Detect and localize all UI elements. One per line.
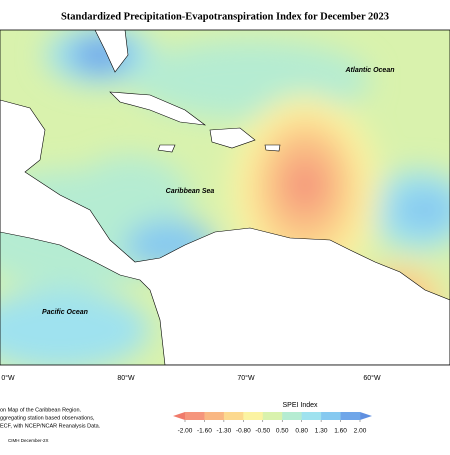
legend-swatch <box>185 412 205 420</box>
map <box>0 30 450 365</box>
ocean-label: Caribbean Sea <box>166 188 215 195</box>
ocean-label: Atlantic Ocean <box>344 67 394 74</box>
title: Standardized Precipitation-Evapotranspir… <box>61 11 389 22</box>
legend-swatch <box>301 412 322 420</box>
legend-swatch <box>282 412 302 420</box>
note-line: ggregating station based observations, <box>0 415 95 421</box>
ocean-label: Pacific Ocean <box>42 309 88 316</box>
legend-tick-label: 2.00 <box>354 428 367 435</box>
legend-swatch <box>262 412 283 420</box>
legend-tick-label: -1.60 <box>197 428 212 435</box>
legend-tick-label: -0.80 <box>236 428 251 435</box>
legend-tick-label: -2.00 <box>178 428 193 435</box>
longitude-label: 80°W <box>117 374 135 382</box>
legend-tick-label: 0.50 <box>276 428 289 435</box>
legend-arrow-high <box>360 412 372 420</box>
map-frame <box>0 29 450 366</box>
legend-tick-label: 1.30 <box>315 428 328 435</box>
legend-tick-label: -1.30 <box>216 428 231 435</box>
legend-swatch <box>243 412 264 420</box>
note-line: on Map of the Caribbean Region. <box>0 407 81 413</box>
legend-title: SPEI Index <box>282 402 318 409</box>
note-line: ECF, with NCEP/NCAR Reanalysis Data. <box>0 423 101 429</box>
legend-swatch <box>321 412 341 420</box>
legend-tick-label: 0.80 <box>295 428 308 435</box>
legend-tick-label: 1.60 <box>334 428 347 435</box>
longitude-label: 60°W <box>363 374 381 382</box>
longitude-label: 70°W <box>237 374 255 382</box>
legend-swatch <box>204 412 225 420</box>
credit: CIMH December-2X <box>8 438 49 443</box>
legend-tick-label: -0.50 <box>255 428 270 435</box>
legend-swatch <box>340 412 361 420</box>
legend-swatch <box>223 412 244 420</box>
longitude-label: 0°W <box>1 374 15 382</box>
legend-arrow-low <box>173 412 185 420</box>
land <box>0 30 450 365</box>
